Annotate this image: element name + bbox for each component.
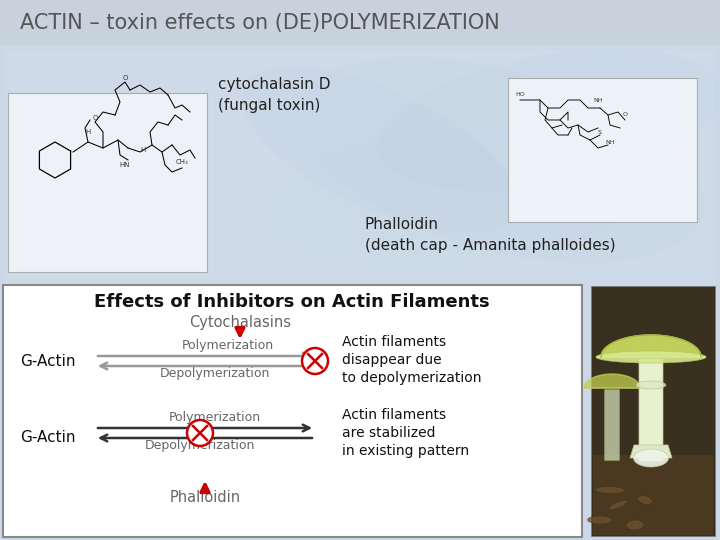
FancyBboxPatch shape [605, 389, 619, 461]
Ellipse shape [637, 496, 652, 504]
FancyBboxPatch shape [8, 93, 207, 272]
Text: NH: NH [606, 139, 615, 145]
Text: Depolymerization: Depolymerization [160, 368, 270, 381]
Text: Cytochalasins: Cytochalasins [189, 314, 291, 329]
Circle shape [187, 420, 213, 446]
Polygon shape [596, 335, 706, 357]
Bar [593, 455, 713, 535]
Ellipse shape [609, 500, 627, 510]
Ellipse shape [636, 381, 666, 389]
Text: Actin filaments
are stabilized
in existing pattern: Actin filaments are stabilized in existi… [342, 408, 469, 458]
FancyBboxPatch shape [508, 78, 697, 222]
Ellipse shape [626, 519, 644, 530]
Ellipse shape [634, 449, 668, 467]
Ellipse shape [588, 515, 612, 525]
Circle shape [302, 348, 328, 374]
Text: HN: HN [120, 162, 130, 168]
Text: S: S [598, 130, 602, 134]
Polygon shape [584, 374, 640, 388]
Polygon shape [630, 445, 672, 458]
Text: Polymerization: Polymerization [169, 411, 261, 424]
Text: HO: HO [515, 92, 525, 98]
Text: H: H [86, 129, 91, 135]
Ellipse shape [596, 351, 706, 363]
FancyBboxPatch shape [3, 285, 582, 537]
Ellipse shape [261, 129, 639, 272]
Ellipse shape [242, 66, 518, 233]
Text: Phalloidin: Phalloidin [169, 490, 240, 505]
Text: G-Actin: G-Actin [20, 354, 76, 369]
Text: NH: NH [593, 98, 603, 103]
Bar [0, 0, 720, 45]
Text: CH₃: CH₃ [176, 159, 189, 165]
Bar [5, 50, 715, 288]
Text: Phalloidin
(death cap - Amanita phalloides): Phalloidin (death cap - Amanita phalloid… [365, 217, 616, 253]
Text: Effects of Inhibitors on Actin Filaments: Effects of Inhibitors on Actin Filaments [94, 293, 490, 311]
Text: H: H [140, 147, 145, 153]
FancyBboxPatch shape [639, 359, 663, 461]
Ellipse shape [377, 49, 720, 191]
FancyBboxPatch shape [591, 286, 715, 536]
Text: ACTIN – toxin effects on (DE)POLYMERIZATION: ACTIN – toxin effects on (DE)POLYMERIZAT… [20, 13, 500, 33]
Text: O: O [92, 115, 98, 121]
Text: O: O [122, 75, 127, 81]
Text: O: O [623, 112, 628, 118]
Text: G-Actin: G-Actin [20, 429, 76, 444]
Text: cytochalasin D
(fungal toxin): cytochalasin D (fungal toxin) [218, 77, 330, 113]
Text: Polymerization: Polymerization [182, 340, 274, 353]
Ellipse shape [595, 484, 624, 496]
Text: Depolymerization: Depolymerization [145, 440, 255, 453]
Ellipse shape [296, 57, 704, 262]
Text: Actin filaments
disappear due
to depolymerization: Actin filaments disappear due to depolym… [342, 335, 482, 386]
